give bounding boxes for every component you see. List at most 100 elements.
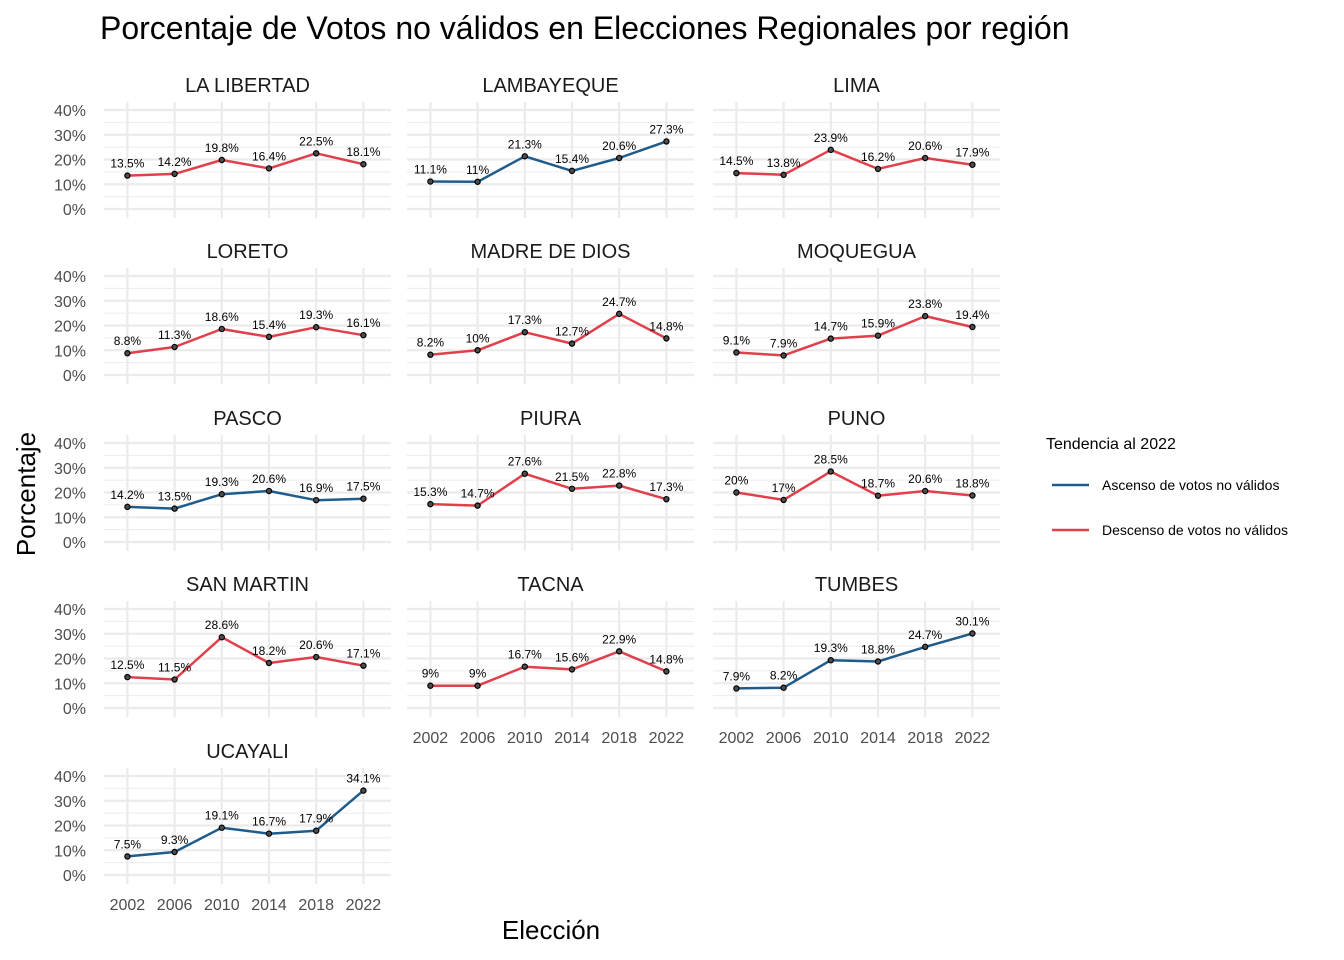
data-point [969, 492, 976, 499]
panels: LA LIBERTAD 0% 10% 20% 30% 40% 13.5% 14.2% 19.8%… [54, 75, 1000, 914]
data-label: 17.9% [299, 812, 333, 826]
data-point [218, 824, 225, 831]
data-point [218, 634, 225, 641]
x-tick-label: 2018 [298, 897, 334, 914]
x-tick-label: 2014 [554, 730, 590, 747]
data-label: 14.7% [814, 320, 848, 334]
data-point [218, 491, 225, 498]
data-label: 16.2% [861, 150, 895, 164]
data-label: 17.5% [346, 480, 380, 494]
data-point [218, 156, 225, 164]
data-point [313, 496, 320, 504]
panel-title: UCAYALI [206, 741, 289, 763]
data-label: 11.3% [158, 328, 191, 342]
data-label: 16.7% [252, 815, 286, 829]
data-point [663, 668, 670, 675]
series-line-pasco [127, 489, 364, 510]
x-tick-label: 2022 [346, 897, 382, 914]
panel-title: LA LIBERTAD [185, 75, 310, 97]
data-label: 23.9% [814, 131, 848, 145]
series-line-loreto [127, 325, 364, 355]
data-point [733, 489, 740, 496]
data-label: 23.8% [908, 297, 942, 311]
data-label: 9% [469, 667, 487, 681]
data-point [171, 343, 178, 351]
data-label: 9% [422, 667, 440, 681]
data-label: 18.1% [346, 145, 380, 159]
panel-loreto: LORETO 0% 10% 20% 30% 40% 8.8% 11.3% 18.6% 15.4% 1… [54, 241, 391, 385]
chart-title: Porcentaje de Votos no válidos en Elecci… [100, 10, 1070, 46]
data-point [922, 312, 929, 320]
x-tick-label: 2006 [157, 897, 193, 914]
panel-title: TACNA [517, 574, 584, 596]
panel-madre-de-dios: MADRE DE DIOS 8.2% 10% 17.3% 12.7% 24.7% 14.8% [407, 241, 694, 384]
data-point [360, 662, 367, 669]
y-tick-label: 20% [54, 319, 86, 336]
data-point [427, 500, 434, 508]
data-label: 18.8% [955, 476, 989, 490]
data-point [313, 324, 320, 331]
data-label: 14.8% [649, 319, 683, 333]
y-tick-label: 0% [63, 368, 86, 385]
data-label: 19.3% [814, 641, 848, 655]
x-tick-label: 2018 [601, 730, 637, 747]
y-tick-label: 40% [54, 602, 86, 619]
x-tick-label: 2002 [719, 730, 755, 747]
data-point [474, 682, 481, 689]
x-tick-label: 2010 [204, 897, 240, 914]
data-label: 24.7% [602, 295, 636, 309]
panel-ucayali: UCAYALI 0% 10% 20% 30% 40% 2002 2006 2010 2014 201… [54, 741, 391, 914]
data-label: 20% [724, 474, 748, 488]
data-label: 28.6% [205, 618, 239, 632]
data-label: 15.6% [555, 650, 589, 664]
data-point [780, 496, 787, 504]
data-point [969, 630, 976, 637]
data-point [265, 487, 273, 495]
data-label: 10% [466, 331, 490, 345]
data-point [568, 167, 576, 175]
data-label: 27.3% [649, 122, 683, 136]
x-tick-label: 2014 [860, 730, 896, 747]
data-label: 8.2% [770, 669, 798, 683]
data-point [521, 328, 529, 336]
data-label: 14.2% [158, 155, 192, 169]
x-tick-label: 2010 [507, 730, 543, 747]
data-label: 18.2% [252, 644, 286, 658]
data-label: 13.5% [158, 490, 192, 504]
legend-label-ascenso: Ascenso de votos no válidos [1102, 477, 1279, 493]
data-point [616, 154, 623, 162]
data-label: 11.5% [158, 661, 191, 675]
series-line-lambayeque [430, 140, 667, 184]
data-label: 34.1% [346, 772, 380, 786]
data-point [124, 503, 131, 511]
series-line-puno [736, 470, 973, 502]
data-point [827, 335, 835, 342]
series-line-la-libertad [127, 152, 364, 177]
x-tick-label: 2006 [766, 730, 802, 747]
panel-la-libertad: LA LIBERTAD 0% 10% 20% 30% 40% 13.5% 14.2% 19.8%… [54, 75, 391, 219]
data-label: 15.9% [861, 317, 895, 331]
y-tick-label: 30% [54, 461, 86, 478]
data-label: 16.7% [508, 648, 542, 662]
panel-title: SAN MARTIN [186, 574, 309, 596]
data-point [427, 682, 434, 689]
data-point [733, 169, 740, 177]
series-line-moquegua [736, 314, 973, 357]
legend-title: Tendencia al 2022 [1046, 436, 1176, 453]
data-label: 27.6% [508, 455, 542, 469]
panel-title: PUNO [828, 408, 886, 430]
data-label: 14.5% [719, 154, 753, 168]
panel-piura: PIURA 15.3% 14.7% 27.6% 21.5% 22.8% 17.3% [407, 408, 694, 551]
y-tick-label: 30% [54, 627, 86, 644]
data-label: 13.8% [767, 156, 801, 170]
data-label: 9.1% [723, 333, 751, 347]
data-label: 16.4% [252, 149, 286, 163]
data-point [874, 492, 882, 499]
panel-title: LAMBAYEQUE [482, 75, 618, 97]
data-label: 16.9% [299, 481, 333, 495]
data-label: 20.6% [908, 472, 942, 486]
y-tick-label: 40% [54, 103, 86, 120]
x-tick-label: 2022 [955, 730, 991, 747]
data-point [171, 848, 178, 856]
data-point [265, 333, 273, 341]
